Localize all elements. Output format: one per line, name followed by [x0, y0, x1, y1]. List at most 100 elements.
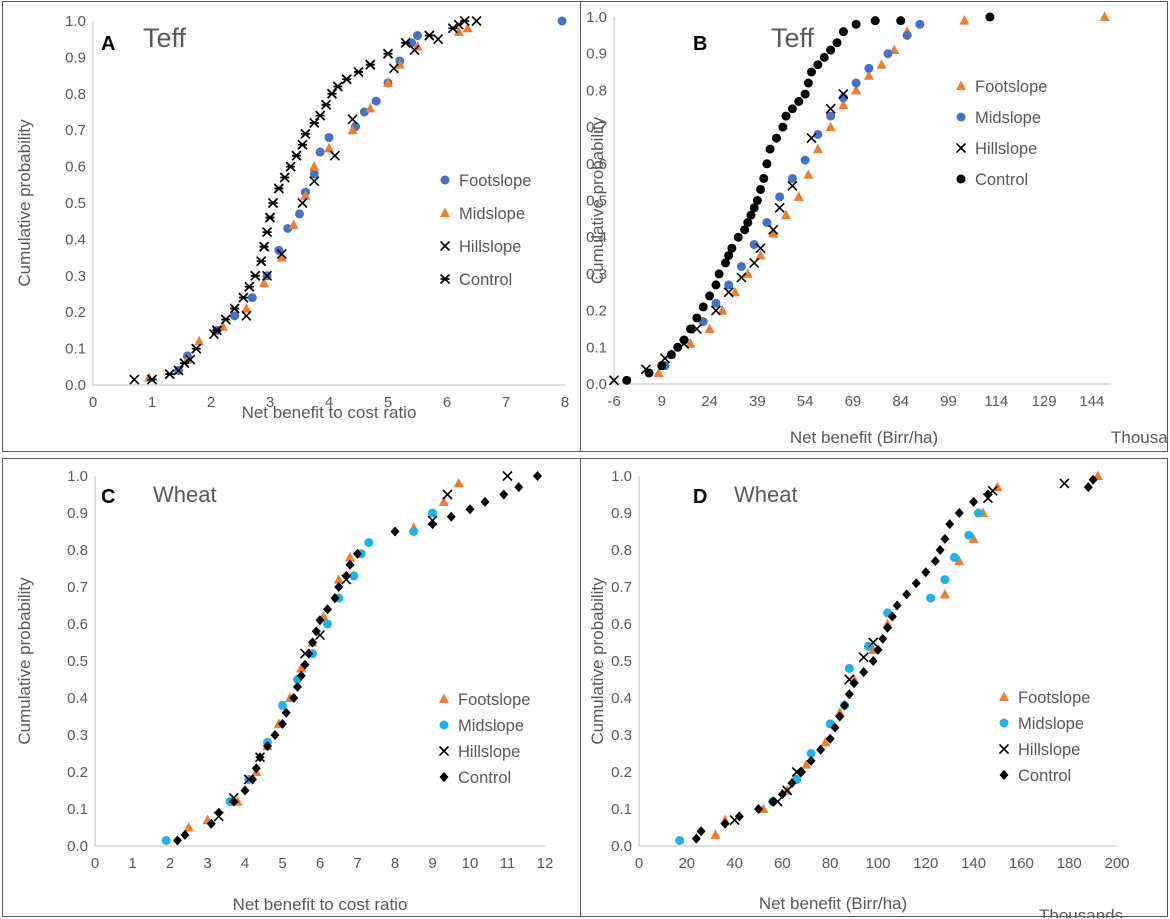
data-point-control — [330, 593, 340, 604]
data-point-hillslope — [409, 45, 420, 56]
data-point-midslope — [775, 192, 785, 202]
data-point-control — [255, 752, 265, 763]
data-point-control — [390, 526, 400, 537]
y-tick-label: 0.7 — [67, 579, 88, 596]
data-point-control — [267, 197, 279, 209]
data-point-hillslope — [749, 257, 760, 268]
legend-label-control: Control — [459, 271, 512, 289]
data-point-control — [794, 96, 804, 106]
legend-label-midslope: Midslope — [1018, 715, 1084, 733]
data-point-midslope — [412, 40, 423, 51]
series-hillslope — [608, 89, 849, 386]
data-point-midslope — [813, 129, 823, 139]
y-tick-label: 0.9 — [586, 46, 607, 63]
data-point-hillslope — [1059, 478, 1070, 489]
chart-a-svg: 0.0 0.1 0.2 0.3 0.4 0.5 0.6 0.7 0.8 0.9 1.0 0 1 2 3 4 5 6… — [15, 13, 569, 422]
data-point-control — [300, 659, 310, 670]
legend-label-footslope: Footslope — [975, 78, 1047, 96]
y-tick-label: 0.8 — [67, 542, 88, 559]
data-point-control — [813, 60, 823, 70]
data-point-hillslope — [768, 224, 779, 235]
data-point-hillslope — [691, 323, 702, 335]
legend-label-hillslope: Hillslope — [459, 238, 521, 256]
data-point-midslope — [349, 571, 359, 581]
data-point-midslope — [940, 575, 950, 585]
data-point-control — [263, 741, 272, 752]
data-point-control — [746, 210, 756, 220]
series-control — [146, 15, 470, 385]
data-point-control — [365, 59, 376, 70]
data-point-control — [146, 374, 158, 385]
y-tick-label: 0.2 — [611, 764, 632, 781]
data-point-control — [771, 133, 781, 143]
data-point-control — [300, 128, 311, 139]
data-point-control — [727, 243, 737, 253]
data-point-control — [902, 589, 912, 600]
data-point-footslope — [820, 736, 831, 747]
data-point-footslope — [939, 588, 950, 599]
x-tick-label: 200 — [1104, 855, 1129, 872]
legend: Footslope Midslope Hillslope Control — [998, 689, 1090, 785]
data-point-control — [803, 78, 813, 88]
data-point-midslope — [364, 538, 374, 548]
y-tick-label: 0.9 — [611, 505, 632, 522]
data-point-midslope — [949, 552, 959, 562]
data-point-control — [743, 218, 753, 228]
data-point-control — [692, 313, 702, 323]
data-point-midslope — [365, 102, 376, 113]
data-point-footslope — [768, 228, 779, 238]
data-point-control — [714, 269, 724, 279]
data-point-control — [248, 774, 257, 785]
x-tick-label: 160 — [1009, 855, 1034, 872]
data-point-control — [657, 361, 667, 371]
data-point-control — [644, 368, 654, 378]
y-axis-label: Cumulative probability — [588, 577, 607, 745]
y-tick-label: 0.4 — [67, 690, 88, 707]
data-point-control — [206, 818, 216, 829]
data-point-control — [533, 471, 542, 481]
x-tick-label: 39 — [749, 393, 766, 410]
x-tick-label: 180 — [1057, 855, 1082, 872]
data-point-control — [323, 604, 332, 615]
series-midslope — [144, 22, 473, 382]
x-tick-label: 8 — [561, 394, 569, 411]
chart-c-svg: 0.00.10.20.30.40.50.60.70.80.91.00 1 2 3 4 5 6… — [15, 468, 553, 914]
data-point-control — [244, 281, 255, 292]
x-tick-label: 0 — [635, 855, 643, 872]
data-point-footslope — [876, 59, 887, 69]
data-point-midslope — [347, 124, 358, 135]
x-tick-label: 84 — [892, 393, 909, 410]
legend-label-footslope: Footslope — [1018, 689, 1090, 707]
data-point-footslope — [315, 147, 325, 157]
data-point-hillslope — [471, 15, 482, 27]
data-point-control — [892, 600, 902, 611]
data-point-footslope — [407, 38, 417, 48]
data-point-control — [273, 183, 284, 194]
y-tick-label: 0.7 — [65, 122, 86, 139]
x-tick-label: 129 — [1032, 393, 1057, 410]
data-point-hillslope — [241, 310, 252, 321]
data-point-midslope — [182, 354, 193, 364]
data-point-control — [691, 833, 701, 844]
data-point-control — [896, 16, 906, 26]
data-point-control — [754, 804, 763, 814]
data-point-control — [297, 139, 308, 150]
data-point-control — [211, 325, 223, 336]
data-point-control — [296, 670, 306, 681]
y-tick-label: 1.0 — [67, 468, 88, 485]
data-point-control — [270, 730, 280, 740]
data-point-control — [740, 225, 750, 235]
data-point-control — [724, 251, 734, 261]
data-point-control — [514, 482, 524, 493]
x-tick-label: 4 — [241, 855, 249, 872]
x-tick-label: 1 — [148, 394, 156, 411]
data-point-footslope — [653, 367, 664, 377]
series-footslope — [183, 477, 464, 832]
data-point-hillslope — [608, 375, 620, 386]
data-point-control — [220, 314, 231, 325]
x-tick-label: 0 — [89, 394, 97, 411]
legend-marker-hillslope — [955, 142, 967, 154]
series-footslope — [653, 11, 1110, 377]
data-point-control — [334, 582, 344, 592]
y-tick-label: 0.2 — [65, 304, 86, 321]
